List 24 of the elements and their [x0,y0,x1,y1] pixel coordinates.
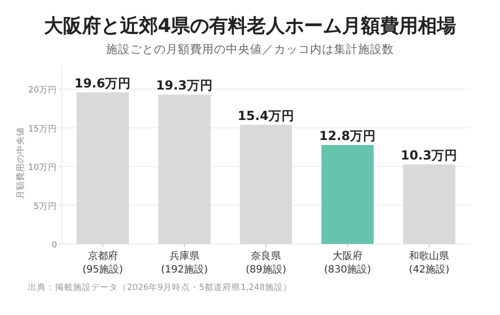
y-tick-label: 5万円 [34,202,57,212]
data-label: 19.6万円 [74,75,132,90]
x-tick-label: 京都府 (95施設) [82,250,124,276]
source-note: 出典：掲載施設データ（2026年9月時点・5都道府県1,248施設） [28,282,292,293]
x-tick-label: 和歌山県 (42施設) [408,250,450,276]
y-tick-label: 0 [52,240,57,250]
x-tick-label: 大阪府 (830施設) [324,250,372,276]
bar [240,124,292,244]
chart-subtitle: 施設ごとの月額費用の中央値／カッコ内は集計施設数 [106,42,394,56]
bar [158,94,211,244]
chart-title: 大阪府と近郊4県の有料老人ホーム月額費用相場 [44,15,456,37]
bar [76,92,129,244]
x-tick-label: 兵庫県 (192施設) [160,250,208,276]
y-axis-title: 月額費用の中央値 [15,127,26,199]
data-label: 10.3万円 [400,147,458,162]
y-tick-label: 15万円 [28,124,57,134]
data-label: 19.3万円 [156,78,213,93]
x-tick-label: 奈良県 (89施設) [246,250,286,276]
data-label: 12.8万円 [319,128,376,143]
data-label: 15.4万円 [238,108,294,123]
y-tick-label: 10万円 [28,163,57,174]
bar [321,144,374,244]
bar [403,164,456,244]
y-tick-label: 20万円 [28,86,57,96]
